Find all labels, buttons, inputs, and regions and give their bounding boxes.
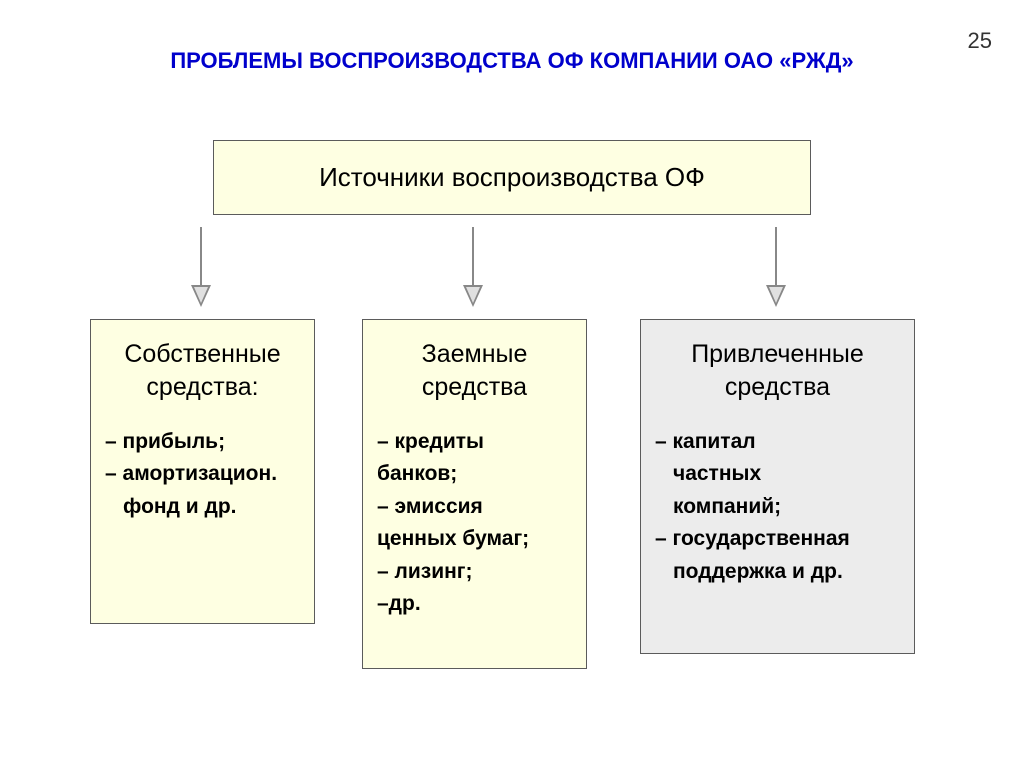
item: – лизинг; — [377, 557, 572, 587]
category-title: Привлеченные средства — [655, 338, 900, 403]
item: – государственная — [655, 524, 900, 554]
category-title: Заемные средства — [377, 338, 572, 403]
item: – прибыль; — [105, 427, 300, 457]
page-number: 25 — [968, 28, 992, 54]
arrow-3 — [775, 227, 777, 307]
item: – эмиссия — [377, 492, 572, 522]
title-line: средства: — [146, 373, 258, 401]
title-line: Собственные — [124, 340, 280, 368]
main-title: ПРОБЛЕМЫ ВОСПРОИЗВОДСТВА ОФ КОМПАНИИ ОАО… — [170, 48, 853, 74]
item: частных — [655, 459, 900, 489]
title-line: средства — [422, 373, 527, 401]
item: банков; — [377, 459, 572, 489]
category-items: – капитал частных компаний; – государств… — [655, 427, 900, 587]
title-line: Привлеченные — [691, 340, 864, 368]
category-items: – кредиты банков; – эмиссия ценных бумаг… — [377, 427, 572, 620]
title-line: Заемные — [422, 340, 528, 368]
category-title: Собственные средства: — [105, 338, 300, 403]
category-own: Собственные средства: – прибыль; – аморт… — [90, 319, 315, 624]
top-box: Источники воспроизводства ОФ — [213, 140, 811, 215]
item: компаний; — [655, 492, 900, 522]
item: – амортизацион. — [105, 459, 300, 489]
item: фонд и др. — [105, 492, 300, 522]
item: поддержка и др. — [655, 557, 900, 587]
item: –др. — [377, 589, 572, 619]
category-borrowed: Заемные средства – кредиты банков; – эми… — [362, 319, 587, 669]
item: – капитал — [655, 427, 900, 457]
category-attracted: Привлеченные средства – капитал частных … — [640, 319, 915, 654]
title-line: средства — [725, 373, 830, 401]
arrow-1 — [200, 227, 202, 307]
category-items: – прибыль; – амортизацион. фонд и др. — [105, 427, 300, 522]
item: – кредиты — [377, 427, 572, 457]
arrow-2 — [472, 227, 474, 307]
item: ценных бумаг; — [377, 524, 572, 554]
